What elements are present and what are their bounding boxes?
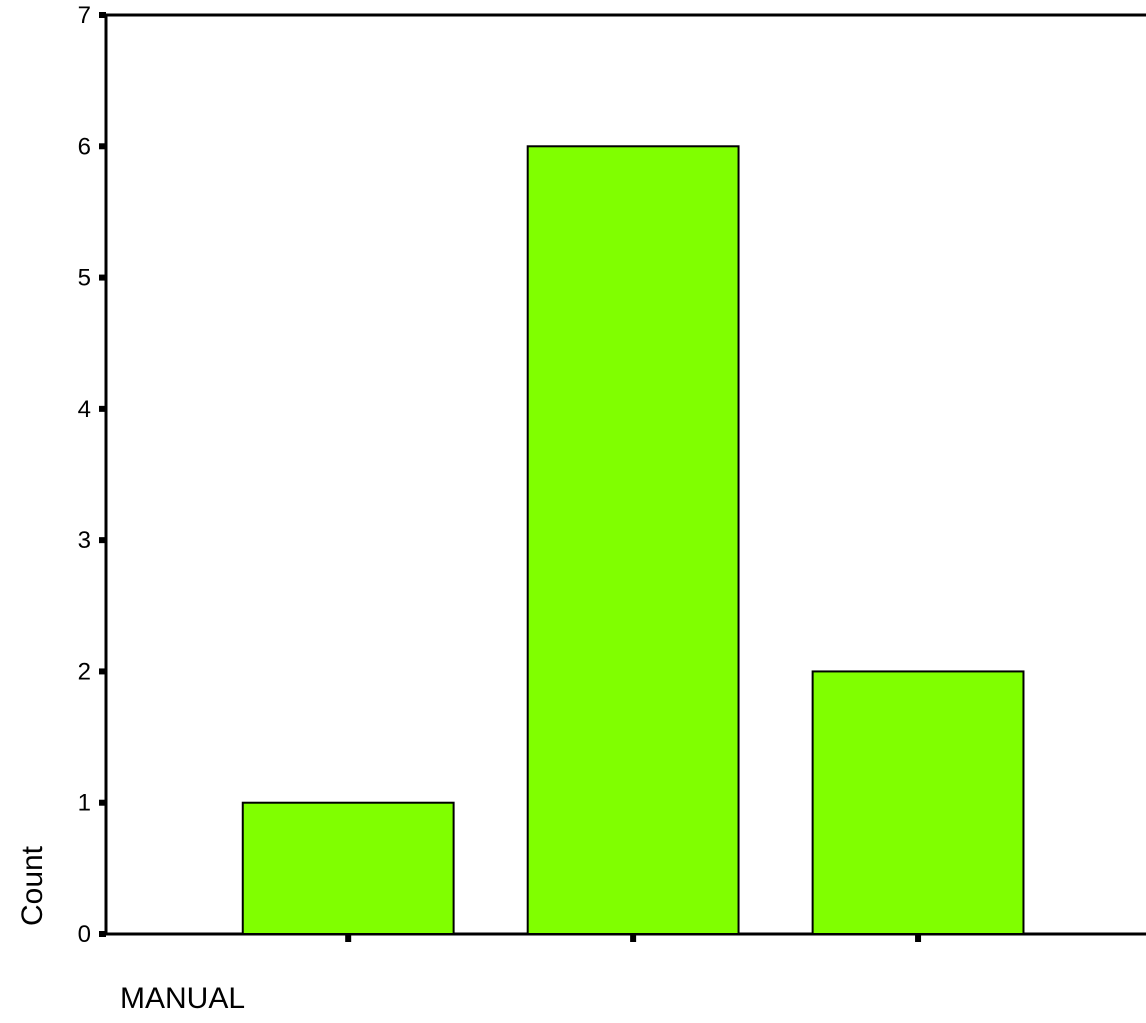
- y-tick-mark: [99, 274, 106, 281]
- y-tick-mark: [99, 143, 106, 150]
- y-tick-label: 3: [78, 527, 91, 554]
- y-tick-label: 5: [78, 265, 91, 292]
- bar: [241, 801, 455, 936]
- y-tick-label: 2: [78, 658, 91, 685]
- x-axis-title: MANUAL: [120, 982, 245, 1015]
- y-tick-label: 4: [78, 396, 91, 423]
- y-tick-mark: [99, 931, 106, 937]
- x-axis: [345, 935, 922, 942]
- y-axis-title: Count: [16, 845, 49, 926]
- y-axis: 0 1 2 3 4 5 6 7: [78, 2, 106, 948]
- x-tick-mark: [915, 935, 922, 942]
- y-tick-label: 0: [78, 921, 91, 948]
- x-tick-mark: [630, 935, 637, 942]
- y-tick-mark: [99, 799, 106, 806]
- bar: [811, 670, 1025, 936]
- y-tick-mark: [99, 405, 106, 412]
- x-tick-mark: [345, 935, 352, 942]
- y-tick-mark: [99, 668, 106, 675]
- y-tick-label: 1: [78, 790, 91, 817]
- y-tick-label: 7: [78, 2, 91, 29]
- y-tick-mark: [99, 12, 106, 18]
- y-tick-label: 6: [78, 133, 91, 160]
- bars: [241, 145, 1025, 936]
- y-tick-mark: [99, 537, 106, 544]
- bar: [526, 145, 740, 936]
